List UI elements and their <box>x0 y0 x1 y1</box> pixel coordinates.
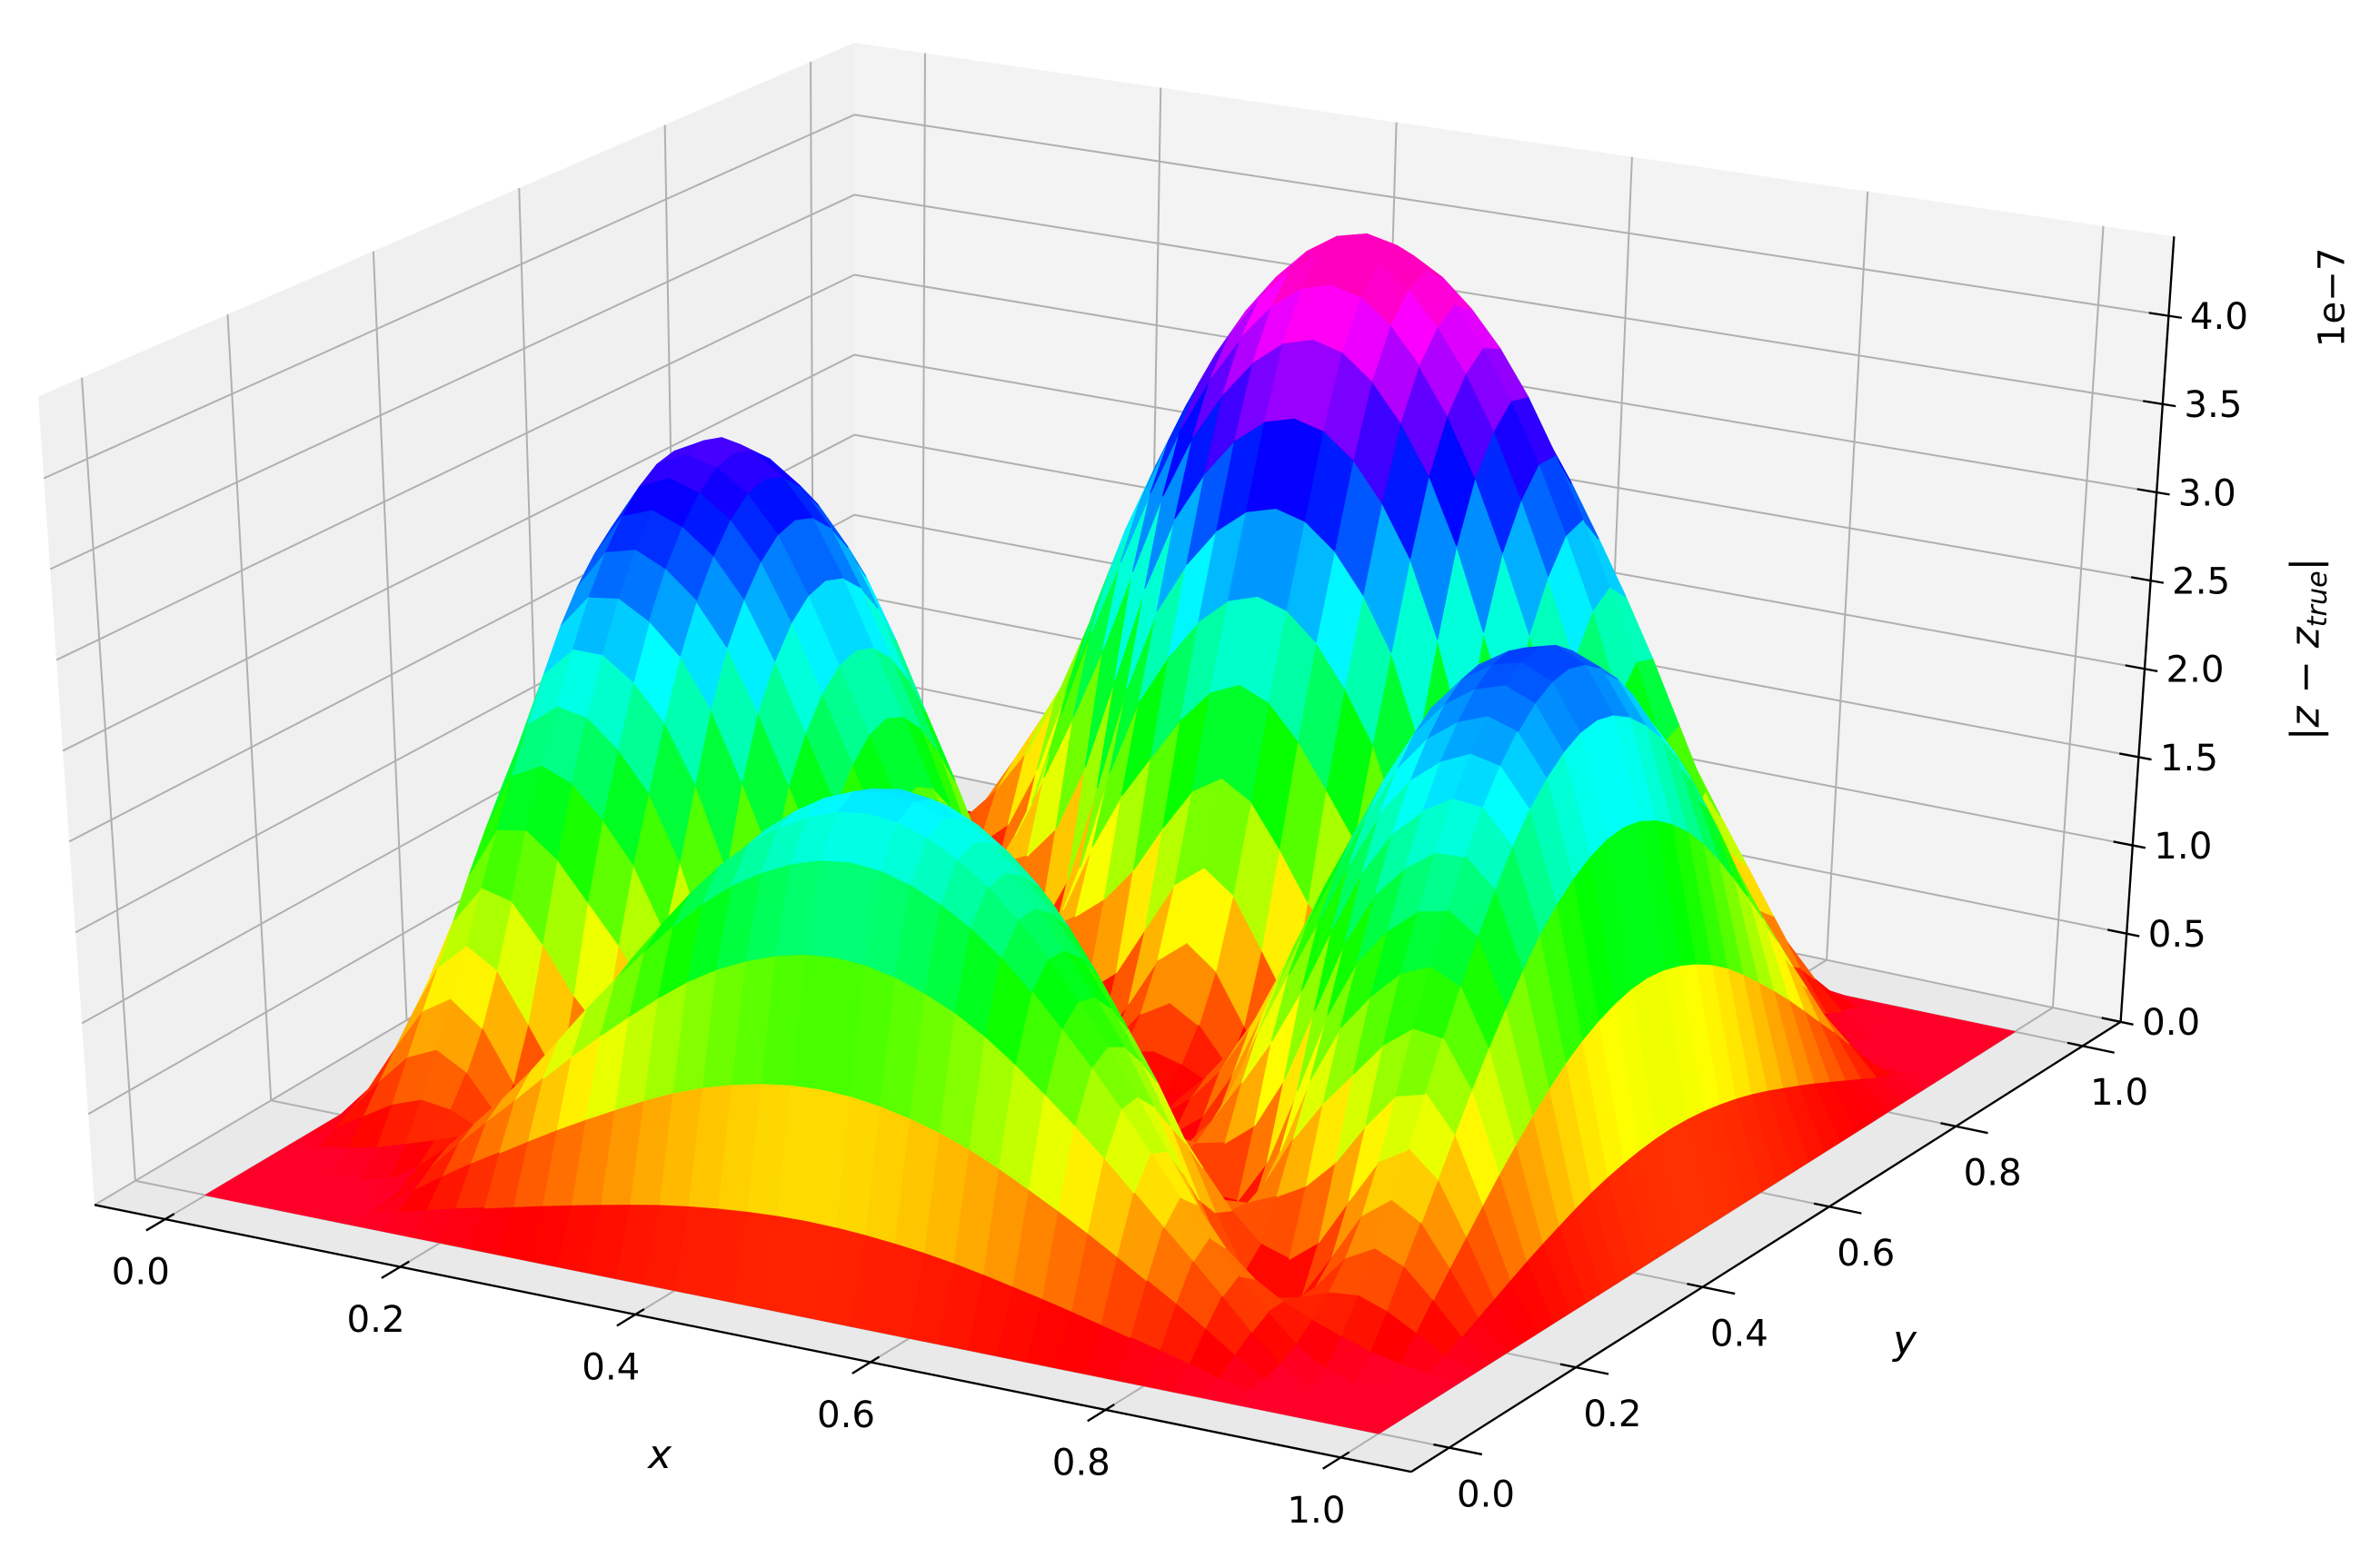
tick-mark <box>1087 1403 1115 1423</box>
z-axis-line <box>2119 236 2176 1022</box>
tick-mark <box>1940 1122 1988 1135</box>
y-tick-label: 0.6 <box>1837 1232 1895 1275</box>
z-offset-text: 1e−7 <box>2311 248 2354 348</box>
tick-mark <box>2148 312 2183 320</box>
surface-patch <box>971 887 1019 958</box>
x-tick-label: 0.2 <box>347 1298 405 1341</box>
tick-mark <box>1559 1363 1609 1375</box>
tick-mark <box>2113 840 2146 849</box>
left-pane <box>37 43 855 1206</box>
z-tick-label: 0.5 <box>2148 913 2206 956</box>
tick-mark <box>1322 1451 1350 1470</box>
z-tick-label: 3.0 <box>2178 471 2236 514</box>
y-tick-label: 1.0 <box>2090 1071 2148 1114</box>
z-axis-title: |z − ztrue| <box>2282 558 2333 741</box>
z-tick-label: 0.0 <box>2142 1001 2200 1044</box>
axes: 0.0 0.2 0.4 0.6 0.8 1.0 0.0 0.2 0.4 0.6 0.8 1.0 0.0 0… <box>94 236 2248 1532</box>
surface-patch <box>1349 1417 1396 1434</box>
z-axis-title-subscript: true <box>2302 571 2334 627</box>
z-tick-label: 2.5 <box>2172 560 2230 602</box>
z-tick-label: 2.0 <box>2166 649 2225 691</box>
surface-patch <box>648 569 697 657</box>
surface <box>204 233 2016 1434</box>
z-axis-title-part: |z − z <box>2282 626 2328 740</box>
tick-mark <box>851 1355 881 1374</box>
tick-mark <box>2125 664 2158 673</box>
grid-line <box>62 353 2151 752</box>
tick-mark <box>2101 1017 2134 1026</box>
y-tick-label: 0.4 <box>1710 1312 1768 1355</box>
x-tick-label: 1.0 <box>1287 1489 1345 1532</box>
tick-mark <box>1687 1283 1736 1295</box>
grid-line <box>43 114 2169 480</box>
y-tick-label: 0.2 <box>1583 1393 1641 1435</box>
grid-line <box>75 513 2139 934</box>
x-tick-label: 0.8 <box>1052 1441 1110 1484</box>
tick-mark <box>2143 400 2176 408</box>
tick-mark <box>2136 488 2170 496</box>
grid-line <box>68 433 2146 843</box>
tick-mark <box>2118 752 2152 761</box>
x-axis-title: x <box>646 1432 672 1478</box>
surface-patch <box>1341 297 1391 382</box>
tick-mark <box>2106 928 2140 938</box>
z-axis-title-part: | <box>2282 558 2328 571</box>
x-axis-line <box>94 1204 1412 1474</box>
tick-mark <box>1433 1443 1483 1456</box>
tick-mark <box>616 1308 645 1327</box>
x-tick-label: 0.0 <box>112 1250 170 1293</box>
z-tick-label: 1.5 <box>2160 737 2218 779</box>
tick-mark <box>381 1260 410 1279</box>
z-tick-label: 4.0 <box>2190 295 2248 338</box>
z-tick-label: 1.0 <box>2154 825 2212 868</box>
tick-mark <box>2131 576 2165 584</box>
grid-line <box>49 194 2163 571</box>
y-tick-label: 0.8 <box>1964 1152 2022 1195</box>
x-tick-label: 0.4 <box>582 1345 640 1388</box>
grid-line <box>55 273 2157 661</box>
y-tick-label: 0.0 <box>1457 1473 1515 1515</box>
z-tick-label: 3.5 <box>2184 383 2242 426</box>
tick-mark <box>2066 1041 2115 1054</box>
y-axis-title: y <box>1891 1317 1917 1364</box>
surface-patch <box>1429 909 1479 987</box>
y-axis-line <box>1410 1020 2122 1474</box>
x-tick-label: 0.6 <box>817 1394 875 1436</box>
tick-mark <box>1813 1202 1862 1215</box>
tick-mark <box>145 1213 175 1232</box>
